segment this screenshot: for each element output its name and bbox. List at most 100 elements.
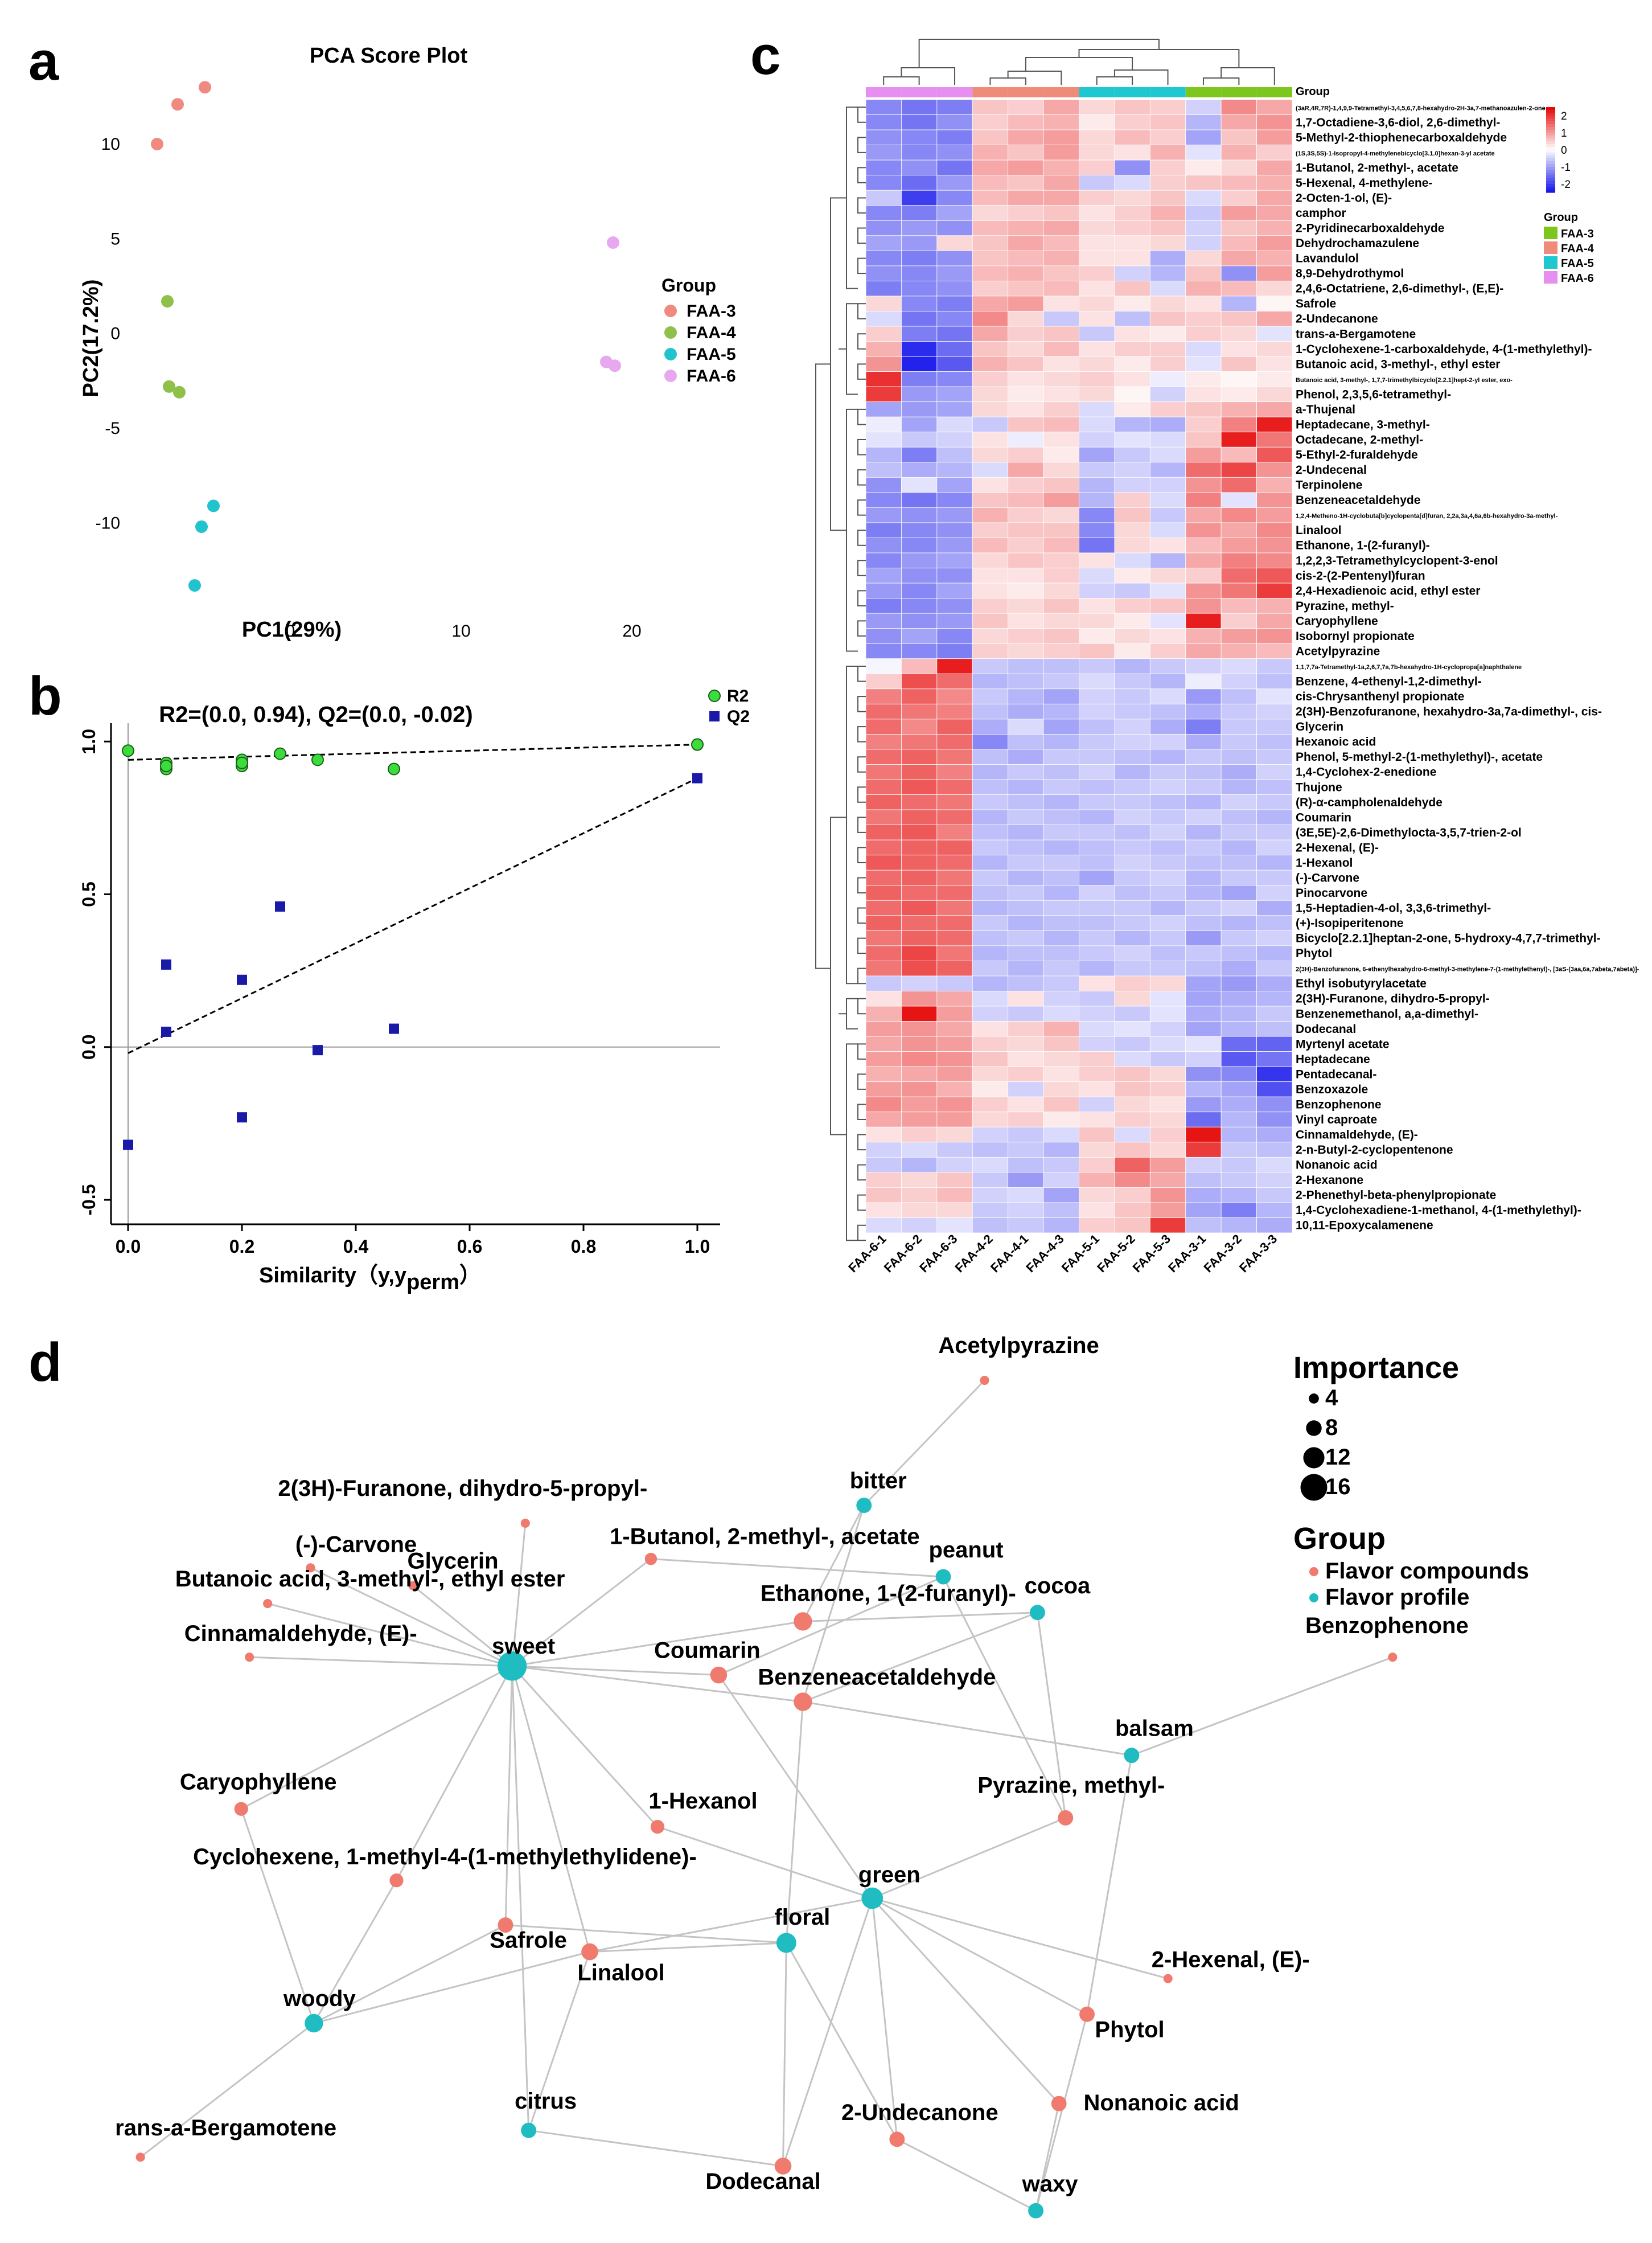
heatmap-cell — [1008, 280, 1044, 297]
colorbar-tick-label: 2 — [1561, 110, 1567, 122]
heatmap-cell — [1185, 190, 1222, 206]
heatmap-cell — [1114, 991, 1150, 1007]
heatmap-cell — [865, 749, 902, 765]
heatmap-cell — [1043, 1202, 1079, 1218]
heatmap-cell — [1185, 825, 1222, 840]
heatmap-cell — [1149, 552, 1186, 568]
heatmap-cell — [865, 658, 902, 674]
heatmap-cell — [972, 416, 1009, 433]
heatmap-cell — [865, 371, 902, 387]
heatmap-cell — [1220, 386, 1257, 403]
heatmap-cell — [1149, 855, 1186, 871]
network-edge — [310, 1567, 513, 1667]
x-tick-label: 0.2 — [229, 1236, 254, 1257]
heatmap-cell — [901, 930, 938, 946]
heatmap-cell — [1043, 507, 1079, 523]
node-label: Cinnamaldehyde, (E)- — [184, 1621, 417, 1646]
heatmap-cell — [936, 1081, 973, 1097]
dendrogram-branch — [857, 499, 866, 516]
network-edge — [863, 1380, 985, 1506]
heatmap-cell — [936, 235, 973, 251]
dendrogram-branch — [857, 666, 866, 682]
heatmap-cell — [1008, 522, 1044, 538]
network-node — [980, 1376, 989, 1385]
heatmap-cell — [1185, 296, 1222, 311]
dendrogram-branch — [1096, 76, 1133, 85]
column-label: FAA-6-2 — [881, 1232, 924, 1275]
row-label: Benzenemethanol, a,a-dimethyl- — [1296, 1007, 1478, 1020]
heatmap-cell — [1149, 1081, 1186, 1097]
node-label: 2-Hexenal, (E)- — [1152, 1947, 1310, 1973]
network-node — [1051, 2096, 1067, 2111]
heatmap-cell — [901, 371, 938, 387]
heatmap-cell — [1079, 1081, 1115, 1097]
heatmap-cell — [936, 779, 973, 795]
heatmap-cell — [901, 1051, 938, 1067]
heatmap-cell — [1256, 809, 1293, 825]
heatmap-cell — [1008, 99, 1044, 115]
node-label: floral — [774, 1905, 830, 1930]
group-legend-label: FAA-6 — [1561, 272, 1594, 285]
colorbar-tick-label: 0 — [1561, 145, 1567, 157]
heatmap-cell — [1008, 159, 1044, 176]
heatmap-cell — [1008, 1187, 1044, 1203]
heatmap-cell — [1114, 673, 1150, 690]
network-edge — [1131, 1656, 1393, 1757]
network-node — [389, 1873, 404, 1888]
heatmap-cell — [936, 190, 973, 206]
heatmap-cell — [1008, 1081, 1044, 1097]
row-label: 2-Pyridinecarboxaldehyde — [1296, 222, 1444, 235]
heatmap-cell — [972, 250, 1009, 266]
heatmap-cell — [1256, 159, 1293, 176]
heatmap-cell — [1043, 235, 1079, 251]
heatmap-cell — [1079, 628, 1115, 644]
heatmap-cell — [1008, 175, 1044, 191]
heatmap-cell — [1256, 129, 1293, 145]
network-edge — [314, 1951, 590, 2024]
heatmap-cell — [1256, 432, 1293, 448]
heatmap-cell — [1008, 961, 1044, 977]
node-label: 2-Undecanone — [841, 2100, 998, 2125]
heatmap-cell — [1149, 522, 1186, 538]
heatmap-cell — [1079, 719, 1115, 735]
x-axis-label: Similarity（y,yperm） — [259, 1264, 481, 1294]
heatmap-cell — [901, 870, 938, 886]
heatmap-cell — [936, 446, 973, 463]
heatmap-cell — [1114, 1006, 1150, 1022]
network-edge — [528, 2129, 783, 2167]
heatmap-cell — [1008, 538, 1044, 553]
heatmap-cell — [1043, 296, 1079, 311]
heatmap-cell — [901, 190, 938, 206]
heatmap-cell — [1043, 613, 1079, 629]
heatmap-cell — [936, 311, 973, 327]
node-label: peanut — [928, 1537, 1003, 1563]
heatmap-cell — [901, 280, 938, 297]
row-label: 1,4-Cyclohexadiene-1-methanol, 4-(1-meth… — [1296, 1204, 1581, 1217]
heatmap-cell — [1043, 129, 1079, 145]
heatmap-cell — [1185, 371, 1222, 387]
heatmap-cell — [972, 1142, 1009, 1158]
heatmap-cell — [1008, 1021, 1044, 1037]
heatmap-cell — [901, 296, 938, 311]
heatmap-cell — [936, 371, 973, 387]
node-label: Pyrazine, methyl- — [977, 1773, 1165, 1798]
heatmap-cell — [1149, 341, 1186, 357]
heatmap-cell — [936, 1112, 973, 1127]
colorbar-segment — [1546, 141, 1555, 145]
heatmap-cell — [901, 205, 938, 221]
colorbar-segment — [1546, 136, 1555, 139]
dendrogram-branch — [846, 666, 858, 985]
node-label: 1-Butanol, 2-methyl-, acetate — [610, 1524, 920, 1549]
heatmap-cell — [865, 1172, 902, 1188]
heatmap-cell — [972, 598, 1009, 614]
heatmap-cell — [1220, 446, 1257, 463]
heatmap-cell — [1149, 159, 1186, 176]
heatmap-cell — [1185, 991, 1222, 1007]
heatmap-cell — [1114, 552, 1150, 568]
heatmap-cell — [1008, 703, 1044, 720]
network-edge — [528, 1951, 591, 2131]
heatmap-cell — [1256, 538, 1293, 553]
heatmap-cell — [1114, 145, 1150, 161]
heatmap-cell — [1220, 145, 1257, 161]
heatmap-cell — [1185, 145, 1222, 161]
